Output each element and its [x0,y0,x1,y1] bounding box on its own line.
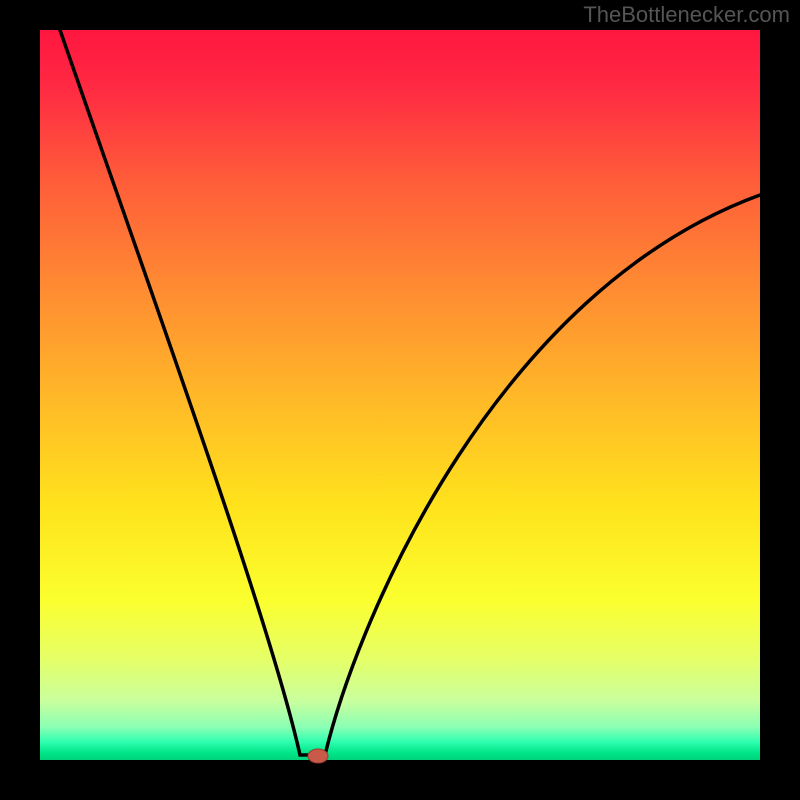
watermark-text: TheBottlenecker.com [583,2,790,28]
chart-container: TheBottlenecker.com [0,0,800,800]
bottleneck-chart [0,0,800,800]
plot-background [40,30,760,760]
optimum-marker [308,749,328,763]
